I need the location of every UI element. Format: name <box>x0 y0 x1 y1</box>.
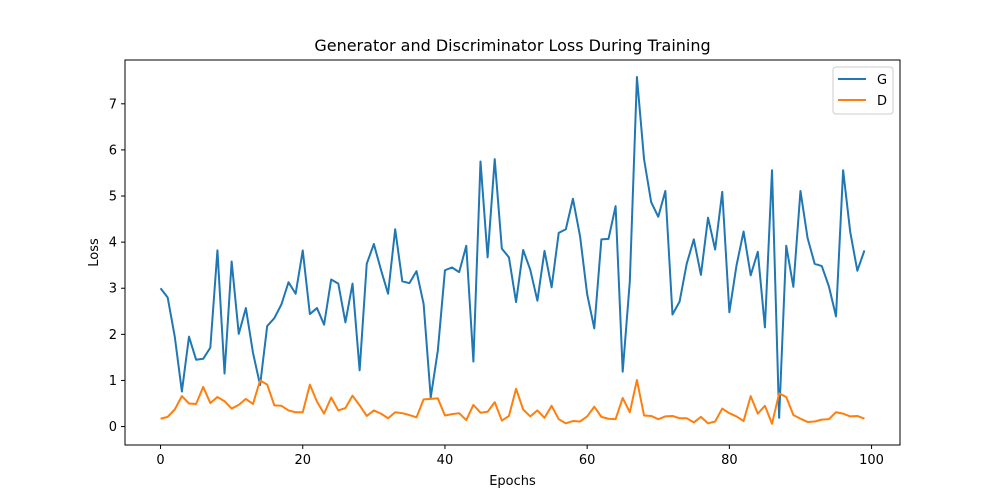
y-tick-label: 3 <box>109 282 117 297</box>
plot-area <box>125 60 900 445</box>
legend: G D <box>832 66 894 115</box>
x-tick-label: 100 <box>859 453 884 468</box>
y-tick-label: 4 <box>109 236 117 251</box>
y-tick-label: 2 <box>109 328 117 343</box>
x-tick-label: 40 <box>437 453 454 468</box>
x-tick-label: 80 <box>721 453 738 468</box>
legend-label-d: D <box>877 94 887 109</box>
series-line-g <box>159 76 866 419</box>
x-tick-label: 20 <box>294 453 311 468</box>
chart-title: Generator and Discriminator Loss During … <box>314 36 710 55</box>
plot-background <box>125 60 900 445</box>
y-tick-label: 0 <box>109 420 117 435</box>
x-axis-label: Epochs <box>489 474 536 489</box>
x-axis-ticks: 0 20 40 60 80 100 <box>156 445 884 468</box>
x-tick-label: 0 <box>156 453 164 468</box>
series-group <box>159 76 866 425</box>
y-tick-label: 1 <box>109 374 117 389</box>
axes <box>124 59 901 446</box>
y-tick-label: 5 <box>109 190 117 205</box>
y-tick-label: 7 <box>109 97 117 112</box>
y-tick-label: 6 <box>109 143 117 158</box>
y-axis-label: Loss <box>87 238 102 267</box>
legend-label-g: G <box>877 73 887 88</box>
plot-frame <box>124 59 901 446</box>
x-tick-label: 60 <box>579 453 596 468</box>
y-axis-ticks: 0 1 2 3 4 5 6 7 <box>109 97 125 435</box>
series-line-d <box>160 378 865 425</box>
